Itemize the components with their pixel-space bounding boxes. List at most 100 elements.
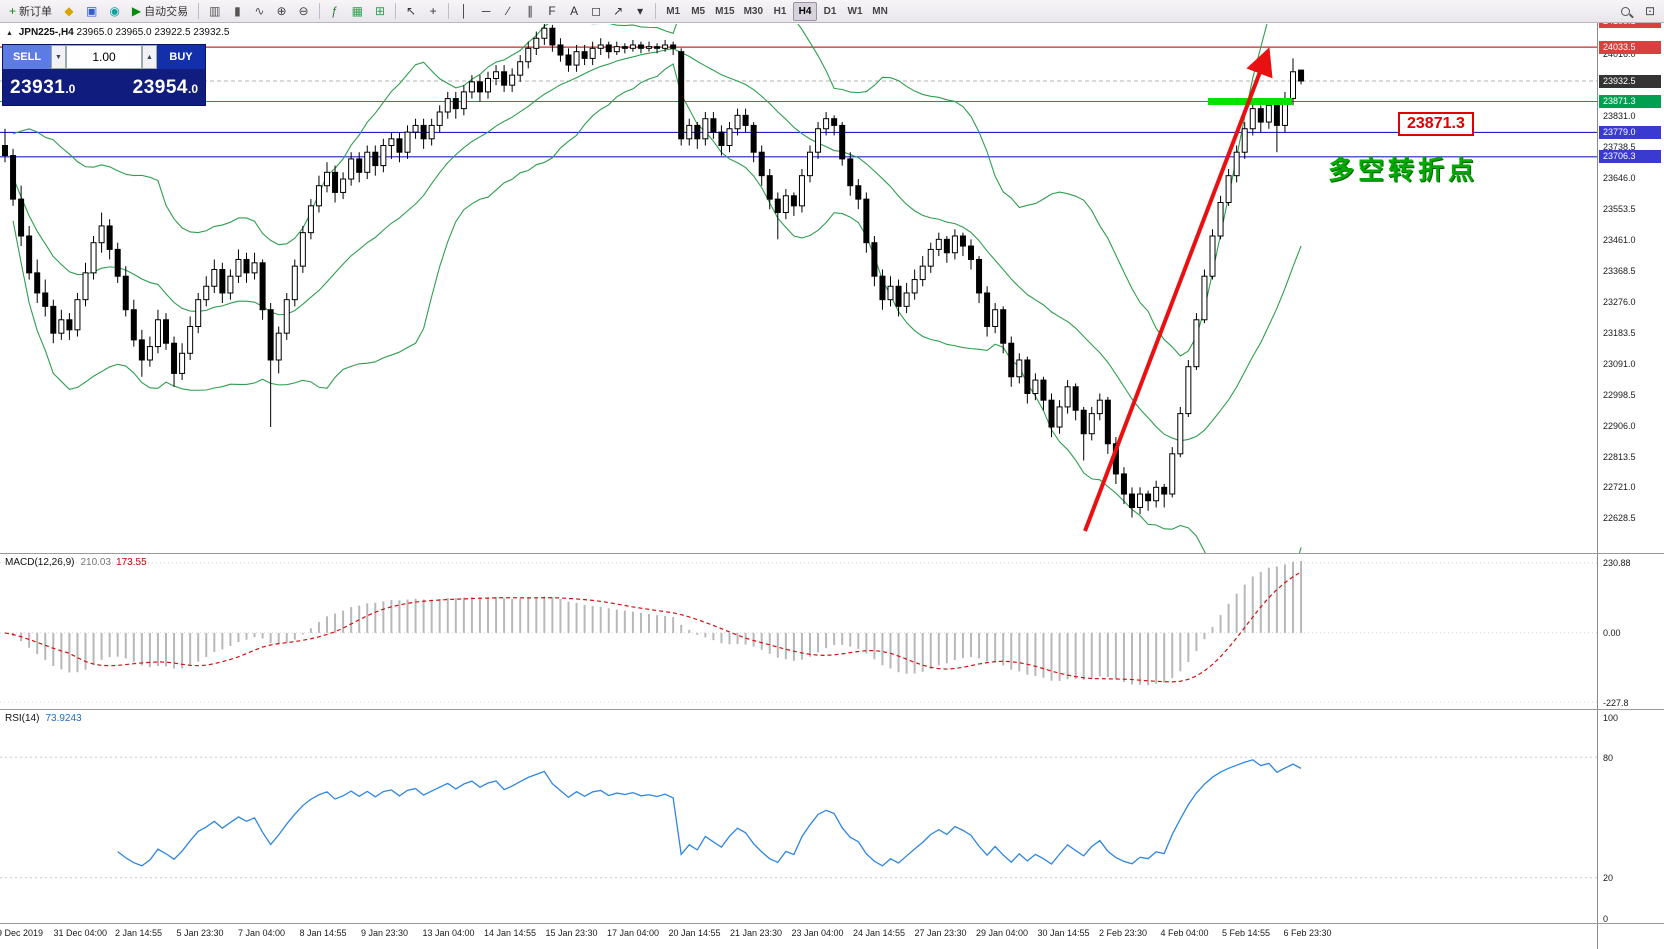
- candle: [1217, 195, 1224, 240]
- rsi-scale-tick: 0: [1603, 913, 1609, 924]
- candle: [1233, 145, 1240, 183]
- candle: [1185, 359, 1192, 417]
- candle: [718, 125, 725, 156]
- search-icon[interactable]: [1616, 2, 1636, 21]
- timeframe-button-mn[interactable]: MN: [872, 5, 888, 17]
- candle: [541, 24, 548, 45]
- candle: [283, 292, 290, 340]
- bars-chart-icon[interactable]: ▥: [209, 4, 221, 18]
- candle: [976, 256, 983, 304]
- crosshair-icon[interactable]: +: [429, 4, 437, 18]
- navigator-icon[interactable]: ◉: [109, 4, 120, 18]
- candle: [1104, 396, 1111, 454]
- candle: [629, 39, 636, 52]
- line-chart-icon[interactable]: ∿: [254, 4, 265, 18]
- candle: [219, 262, 226, 304]
- macd-pane[interactable]: [0, 554, 1597, 709]
- channel-icon[interactable]: ∥: [527, 4, 534, 18]
- candle: [10, 148, 17, 206]
- volume-increase-button[interactable]: ▲: [142, 45, 157, 69]
- candle: [1201, 269, 1208, 324]
- volume-decrease-button[interactable]: ▼: [51, 45, 66, 69]
- candle: [1161, 483, 1168, 508]
- pane-separator-macd[interactable]: [0, 553, 1664, 554]
- timeframe-button-w1[interactable]: W1: [847, 5, 863, 17]
- horizontal-line-icon[interactable]: ─: [481, 4, 491, 18]
- annotation-cn-text[interactable]: 多空转折点: [1328, 155, 1479, 185]
- candle: [171, 336, 178, 387]
- timeframe-button-m15[interactable]: M15: [715, 5, 735, 17]
- volume-input[interactable]: 1.00: [66, 45, 142, 69]
- candle: [790, 192, 797, 216]
- alerts-icon[interactable]: ◆: [64, 4, 74, 18]
- candle: [1080, 406, 1087, 461]
- indicators-icon[interactable]: ƒ: [331, 4, 338, 18]
- new-order-button[interactable]: + 新订单: [4, 2, 57, 21]
- candle: [646, 41, 652, 52]
- annotation-trend-arrow[interactable]: [1083, 47, 1273, 532]
- time-label: 2 Jan 14:55: [115, 928, 163, 938]
- chart-region[interactable]: ▲ JPN225-,H4 23965.0 23965.0 23922.5 239…: [0, 15, 1664, 949]
- new-window-icon[interactable]: ⊡: [1644, 4, 1655, 18]
- candlestick-chart-icon[interactable]: ▮: [234, 4, 241, 18]
- zoom-out-icon[interactable]: ⊖: [298, 4, 309, 18]
- candle: [1032, 373, 1039, 401]
- candle: [324, 162, 330, 193]
- timeframe-button-m30[interactable]: M30: [743, 5, 764, 17]
- pane-separator-rsi[interactable]: [0, 709, 1664, 710]
- timeframe-button-h1[interactable]: H1: [773, 5, 787, 17]
- toolbar-separator: [448, 3, 450, 19]
- macd-scale-tick: 230.88: [1603, 558, 1631, 569]
- sell-price[interactable]: 23931.0: [10, 77, 76, 98]
- rsi-pane[interactable]: [0, 710, 1597, 924]
- candle: [1209, 229, 1216, 280]
- arrows-icon[interactable]: ↗: [613, 4, 624, 18]
- candles-layer[interactable]: [2, 24, 1305, 518]
- shapes-icon[interactable]: ◻: [591, 4, 602, 18]
- grid-icon[interactable]: ▦: [351, 4, 363, 18]
- bollinger-upper[interactable]: [12, 24, 1301, 357]
- bollinger-middle[interactable]: [12, 48, 1302, 442]
- time-label: 4 Feb 04:00: [1160, 928, 1209, 938]
- candle: [1120, 467, 1127, 505]
- buy-button[interactable]: BUY: [157, 45, 205, 69]
- timeframe-button-h4[interactable]: H4: [793, 1, 818, 21]
- candle: [750, 122, 757, 163]
- candle: [549, 24, 556, 52]
- main-chart-pane[interactable]: [0, 24, 1597, 553]
- bollinger-lower[interactable]: [12, 63, 1302, 553]
- timeframe-button-m5[interactable]: M5: [691, 5, 706, 17]
- vertical-line-icon[interactable]: │: [460, 4, 468, 18]
- tile-windows-icon[interactable]: ⊞: [374, 4, 386, 18]
- zoom-in-icon[interactable]: ⊕: [276, 4, 287, 18]
- macd-histogram[interactable]: [5, 561, 1303, 686]
- candle: [573, 44, 580, 72]
- time-label: 29 Jan 04:00: [976, 928, 1029, 938]
- fibonacci-icon[interactable]: F: [548, 4, 556, 18]
- sell-button[interactable]: SELL: [3, 45, 51, 69]
- cursor-icon[interactable]: ↖: [406, 4, 417, 18]
- market-watch-icon[interactable]: ▣: [86, 4, 98, 18]
- rsi-line[interactable]: [117, 759, 1302, 867]
- candle: [114, 242, 121, 283]
- timeframe-button-m1[interactable]: M1: [666, 5, 681, 17]
- candle: [90, 235, 97, 280]
- symbol-name: JPN225-,H4: [18, 27, 74, 38]
- text-icon[interactable]: A: [570, 4, 579, 18]
- candle: [227, 269, 234, 300]
- candle: [951, 229, 958, 260]
- time-label: 14 Jan 14:55: [484, 928, 537, 938]
- price-tick: 23461.0: [1603, 234, 1636, 245]
- price-axis[interactable]: 24016.023831.023738.523646.023553.523461…: [1598, 15, 1664, 949]
- candle: [412, 118, 419, 139]
- arrow-dropdown-icon[interactable]: ▾: [637, 4, 644, 18]
- buy-price[interactable]: 23954.0: [132, 77, 198, 98]
- trendline-icon[interactable]: ∕: [507, 4, 510, 18]
- candle: [1064, 380, 1071, 414]
- auto-trading-button[interactable]: ▶ 自动交易: [127, 2, 193, 21]
- timeframe-button-d1[interactable]: D1: [823, 5, 837, 17]
- macd-signal-line[interactable]: [4, 571, 1302, 683]
- time-axis[interactable]: 29 Dec 2019 31 Dec 04:00 2 Jan 14:55 5 Jan …: [0, 924, 1597, 949]
- panel-collapse-icon[interactable]: ▲: [6, 30, 13, 37]
- annotation-price-box[interactable]: 23871.3: [1398, 112, 1474, 136]
